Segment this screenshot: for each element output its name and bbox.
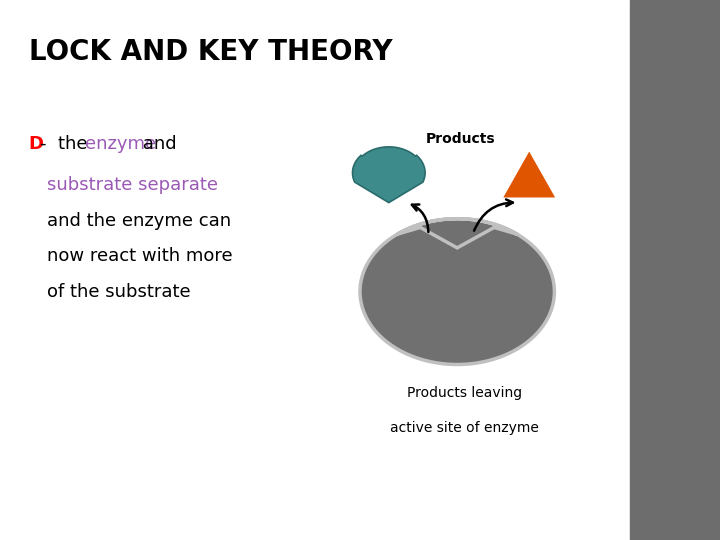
Text: and the enzyme can: and the enzyme can [47, 212, 231, 230]
Text: D: D [29, 135, 44, 153]
Text: and: and [137, 135, 176, 153]
Text: active site of enzyme: active site of enzyme [390, 421, 539, 435]
Text: LOCK AND KEY THEORY: LOCK AND KEY THEORY [29, 38, 392, 66]
Bar [0, 0, 630, 540]
Text: -  the: - the [40, 135, 93, 153]
Polygon shape [360, 219, 554, 364]
Text: now react with more: now react with more [47, 247, 233, 265]
Polygon shape [353, 147, 425, 202]
Polygon shape [503, 152, 555, 198]
Text: substrate separate: substrate separate [47, 176, 218, 193]
Text: Products: Products [426, 132, 495, 146]
Text: enzyme: enzyme [85, 135, 156, 153]
Bar [630, 0, 720, 540]
Text: Products leaving: Products leaving [407, 386, 522, 400]
Text: of the substrate: of the substrate [47, 283, 190, 301]
